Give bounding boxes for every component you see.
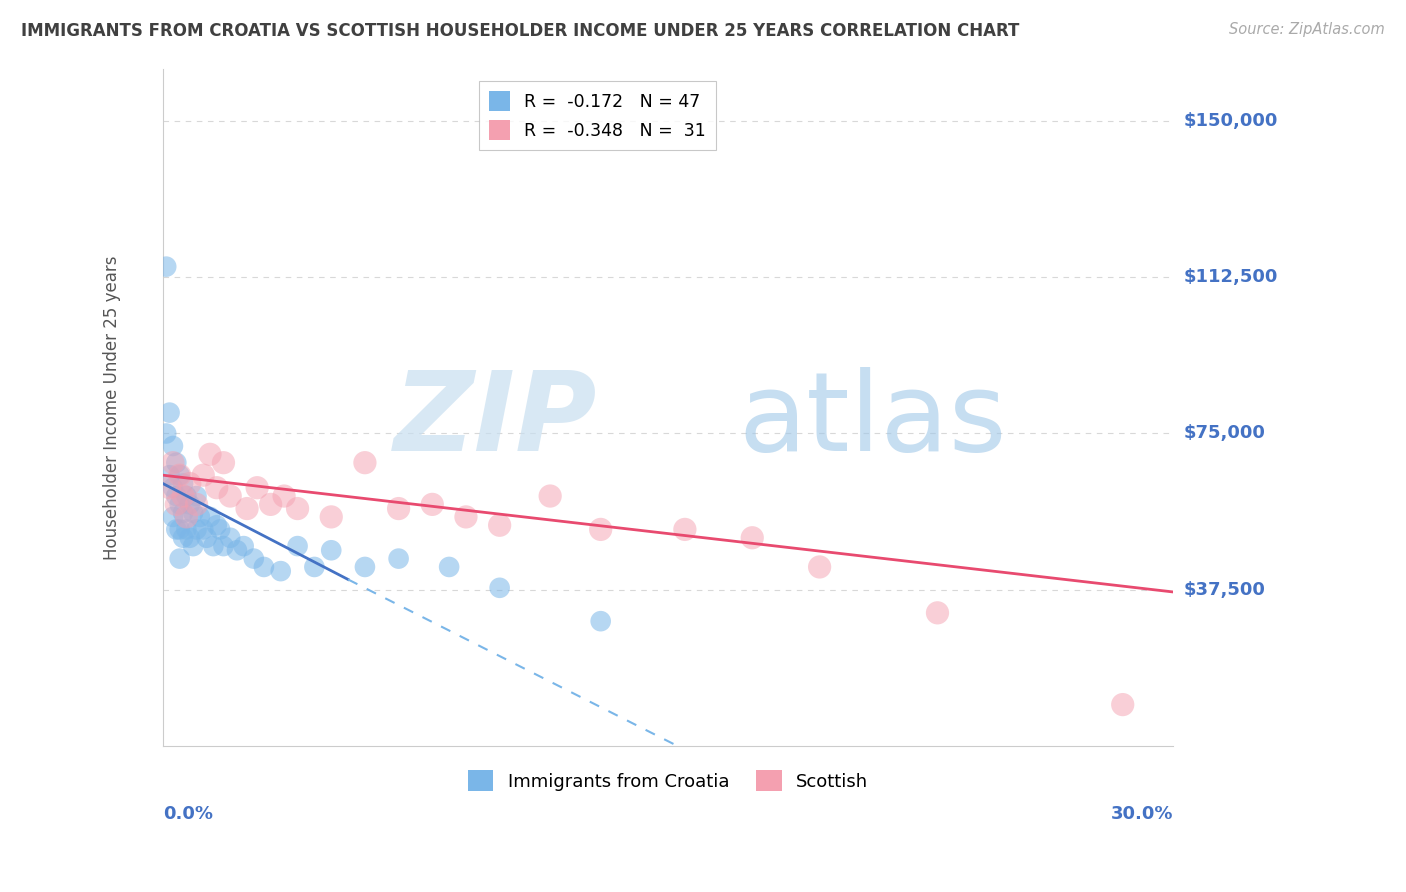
Point	[179, 497, 201, 511]
Point	[186, 523, 208, 537]
Point	[219, 489, 242, 503]
Point	[488, 518, 510, 533]
Point	[193, 523, 215, 537]
Point	[155, 260, 177, 274]
Point	[169, 497, 191, 511]
Point	[354, 456, 377, 470]
Point	[181, 506, 204, 520]
Point	[927, 606, 949, 620]
Point	[179, 531, 201, 545]
Point	[273, 489, 295, 503]
Point	[169, 468, 191, 483]
Point	[287, 539, 309, 553]
Point	[176, 523, 198, 537]
Point	[162, 481, 184, 495]
Point	[205, 481, 228, 495]
Point	[169, 468, 191, 483]
Point	[176, 489, 198, 503]
Point	[159, 406, 181, 420]
Text: ZIP: ZIP	[394, 368, 598, 475]
Point	[159, 481, 181, 495]
Text: $75,000: $75,000	[1184, 425, 1265, 442]
Text: $150,000: $150,000	[1184, 112, 1278, 129]
Point	[259, 497, 281, 511]
Point	[246, 481, 269, 495]
Point	[165, 497, 187, 511]
Point	[673, 523, 696, 537]
Point	[209, 523, 232, 537]
Point	[169, 551, 191, 566]
Point	[242, 551, 264, 566]
Point	[198, 509, 221, 524]
Point	[1112, 698, 1135, 712]
Point	[186, 489, 208, 503]
Point	[205, 518, 228, 533]
Point	[488, 581, 510, 595]
Point	[172, 531, 194, 545]
Point	[202, 539, 225, 553]
Point	[181, 539, 204, 553]
Point	[236, 501, 259, 516]
Point	[321, 543, 343, 558]
Point	[538, 489, 561, 503]
Point	[589, 523, 612, 537]
Point	[169, 523, 191, 537]
Point	[420, 497, 443, 511]
Point	[165, 456, 187, 470]
Point	[226, 543, 249, 558]
Point	[155, 426, 177, 441]
Point	[232, 539, 254, 553]
Point	[165, 523, 187, 537]
Text: IMMIGRANTS FROM CROATIA VS SCOTTISH HOUSEHOLDER INCOME UNDER 25 YEARS CORRELATIO: IMMIGRANTS FROM CROATIA VS SCOTTISH HOUS…	[21, 22, 1019, 40]
Point	[270, 564, 292, 578]
Point	[172, 489, 194, 503]
Text: 30.0%: 30.0%	[1111, 805, 1173, 822]
Point	[172, 506, 194, 520]
Point	[212, 456, 235, 470]
Point	[388, 551, 411, 566]
Point	[176, 509, 198, 524]
Point	[287, 501, 309, 516]
Point	[162, 439, 184, 453]
Point	[304, 560, 326, 574]
Point	[188, 509, 211, 524]
Point	[179, 476, 201, 491]
Text: $37,500: $37,500	[1184, 581, 1265, 599]
Text: $112,500: $112,500	[1184, 268, 1278, 286]
Point	[219, 531, 242, 545]
Point	[195, 531, 218, 545]
Point	[388, 501, 411, 516]
Text: atlas: atlas	[738, 368, 1007, 475]
Text: Householder Income Under 25 years: Householder Income Under 25 years	[103, 255, 121, 559]
Point	[354, 560, 377, 574]
Point	[321, 509, 343, 524]
Point	[212, 539, 235, 553]
Point	[253, 560, 276, 574]
Point	[437, 560, 460, 574]
Text: 0.0%: 0.0%	[163, 805, 212, 822]
Point	[162, 509, 184, 524]
Point	[165, 489, 187, 503]
Point	[589, 614, 612, 628]
Point	[162, 456, 184, 470]
Point	[172, 476, 194, 491]
Text: Source: ZipAtlas.com: Source: ZipAtlas.com	[1229, 22, 1385, 37]
Point	[193, 468, 215, 483]
Point	[808, 560, 831, 574]
Point	[159, 468, 181, 483]
Point	[198, 447, 221, 461]
Point	[186, 497, 208, 511]
Point	[454, 509, 477, 524]
Legend: Immigrants from Croatia, Scottish: Immigrants from Croatia, Scottish	[461, 763, 876, 798]
Point	[741, 531, 763, 545]
